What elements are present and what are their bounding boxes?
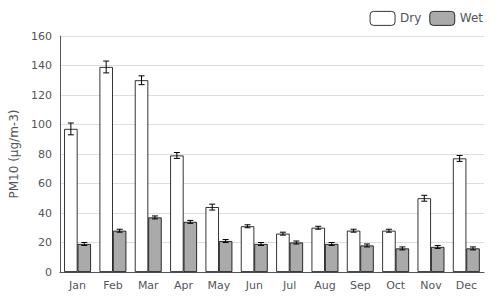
svg-text:Nov: Nov: [420, 279, 442, 292]
svg-text:0: 0: [45, 266, 52, 279]
svg-text:Jun: Jun: [245, 279, 263, 292]
svg-text:40: 40: [38, 207, 52, 220]
svg-text:Dry: Dry: [400, 11, 421, 25]
svg-text:140: 140: [31, 59, 52, 72]
svg-text:120: 120: [31, 89, 52, 102]
svg-text:Wet: Wet: [460, 11, 484, 25]
svg-text:Feb: Feb: [103, 279, 122, 292]
svg-text:60: 60: [38, 177, 52, 190]
svg-text:Apr: Apr: [174, 279, 194, 292]
svg-text:May: May: [208, 279, 231, 292]
svg-text:160: 160: [31, 30, 52, 43]
svg-text:100: 100: [31, 118, 52, 131]
svg-text:Jul: Jul: [282, 279, 296, 292]
svg-text:PM10 (μg/m-3): PM10 (μg/m-3): [7, 110, 21, 199]
svg-text:20: 20: [38, 236, 52, 249]
svg-text:Dec: Dec: [456, 279, 477, 292]
svg-text:Aug: Aug: [314, 279, 335, 292]
svg-text:Oct: Oct: [386, 279, 406, 292]
svg-text:Mar: Mar: [138, 279, 159, 292]
svg-text:80: 80: [38, 148, 52, 161]
svg-text:Sep: Sep: [350, 279, 371, 292]
svg-text:Jan: Jan: [68, 279, 86, 292]
